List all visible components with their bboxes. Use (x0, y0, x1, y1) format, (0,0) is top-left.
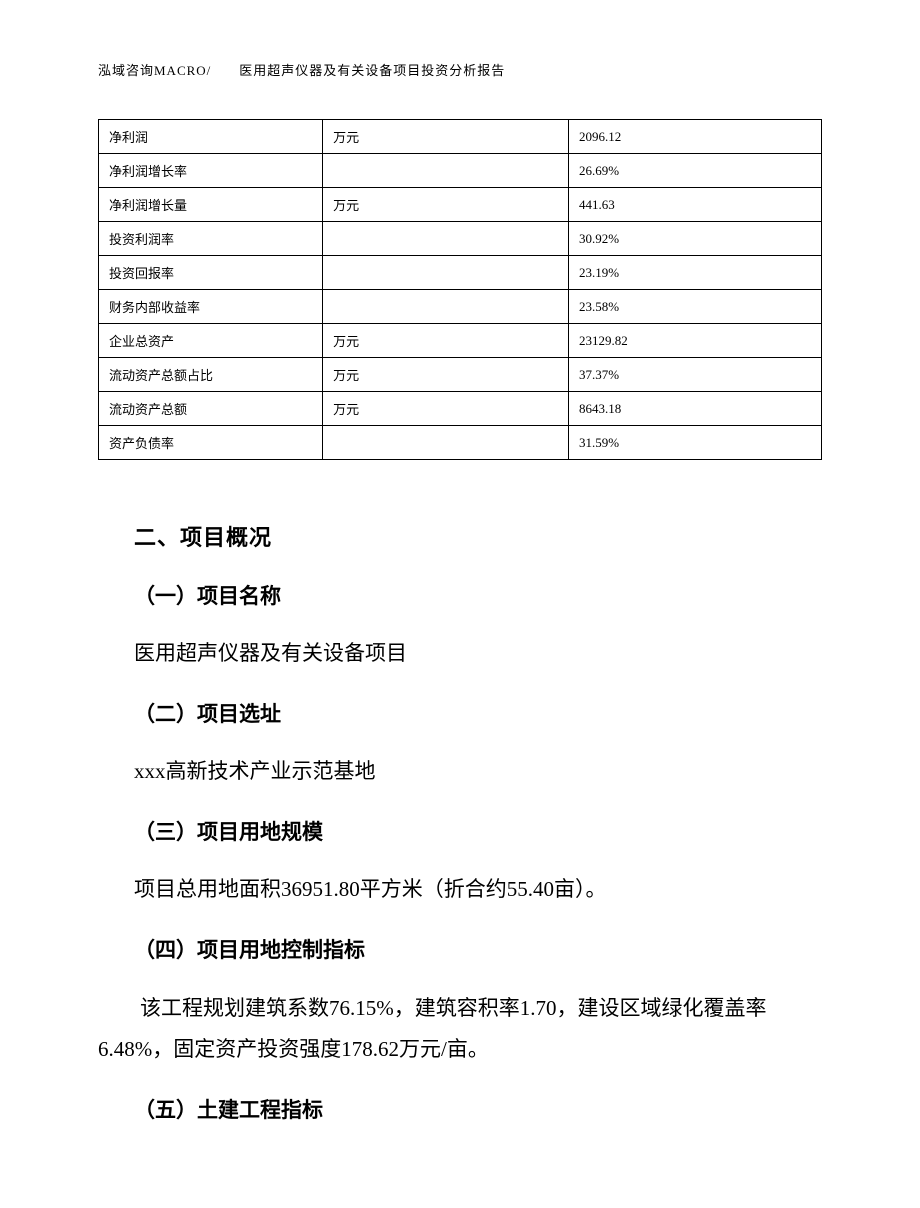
subsection-4-title: （四）项目用地控制指标 (134, 934, 822, 964)
cell-unit: 万元 (323, 120, 569, 154)
cell-value: 2096.12 (568, 120, 821, 154)
table-row: 流动资产总额占比 万元 37.37% (99, 358, 822, 392)
cell-label: 资产负债率 (99, 426, 323, 460)
cell-unit (323, 426, 569, 460)
table-row: 净利润增长量 万元 441.63 (99, 188, 822, 222)
subsection-2-title: （二）项目选址 (134, 698, 822, 728)
subsection-2-text: xxx高新技术产业示范基地 (134, 752, 822, 792)
table-body: 净利润 万元 2096.12 净利润增长率 26.69% 净利润增长量 万元 4… (99, 120, 822, 460)
subsection-3-title: （三）项目用地规模 (134, 816, 822, 846)
cell-unit (323, 290, 569, 324)
cell-value: 441.63 (568, 188, 821, 222)
cell-unit: 万元 (323, 358, 569, 392)
cell-value: 31.59% (568, 426, 821, 460)
cell-value: 37.37% (568, 358, 821, 392)
cell-value: 8643.18 (568, 392, 821, 426)
cell-unit: 万元 (323, 324, 569, 358)
cell-label: 投资回报率 (99, 256, 323, 290)
cell-value: 26.69% (568, 154, 821, 188)
cell-unit: 万元 (323, 392, 569, 426)
financial-indicators-table: 净利润 万元 2096.12 净利润增长率 26.69% 净利润增长量 万元 4… (98, 119, 822, 460)
table-row: 净利润 万元 2096.12 (99, 120, 822, 154)
table-row: 投资利润率 30.92% (99, 222, 822, 256)
table-row: 投资回报率 23.19% (99, 256, 822, 290)
subsection-1-text: 医用超声仪器及有关设备项目 (134, 634, 822, 674)
subsection-4-text: 该工程规划建筑系数76.15%，建筑容积率1.70，建设区域绿化覆盖率6.48%… (98, 988, 822, 1070)
table-row: 企业总资产 万元 23129.82 (99, 324, 822, 358)
cell-unit (323, 256, 569, 290)
document-page: 泓域咨询MACRO/ 医用超声仪器及有关设备项目投资分析报告 净利润 万元 20… (0, 0, 920, 1208)
table-row: 财务内部收益率 23.58% (99, 290, 822, 324)
cell-label: 财务内部收益率 (99, 290, 323, 324)
subsection-1-title: （一）项目名称 (134, 580, 822, 610)
cell-value: 23129.82 (568, 324, 821, 358)
cell-label: 净利润 (99, 120, 323, 154)
cell-value: 30.92% (568, 222, 821, 256)
subsection-3-text: 项目总用地面积36951.80平方米（折合约55.40亩）。 (134, 870, 822, 910)
document-content: 二、项目概况 （一）项目名称 医用超声仪器及有关设备项目 （二）项目选址 xxx… (98, 520, 822, 1124)
cell-unit: 万元 (323, 188, 569, 222)
cell-label: 净利润增长率 (99, 154, 323, 188)
subsection-5-title: （五）土建工程指标 (134, 1094, 822, 1124)
cell-unit (323, 222, 569, 256)
header-text: 泓域咨询MACRO/ 医用超声仪器及有关设备项目投资分析报告 (98, 63, 505, 78)
section-title: 二、项目概况 (134, 520, 822, 552)
page-header: 泓域咨询MACRO/ 医用超声仪器及有关设备项目投资分析报告 (98, 60, 822, 79)
cell-label: 投资利润率 (99, 222, 323, 256)
cell-label: 流动资产总额占比 (99, 358, 323, 392)
table-row: 资产负债率 31.59% (99, 426, 822, 460)
cell-label: 净利润增长量 (99, 188, 323, 222)
cell-value: 23.19% (568, 256, 821, 290)
cell-label: 企业总资产 (99, 324, 323, 358)
cell-value: 23.58% (568, 290, 821, 324)
table-row: 流动资产总额 万元 8643.18 (99, 392, 822, 426)
cell-label: 流动资产总额 (99, 392, 323, 426)
cell-unit (323, 154, 569, 188)
table-row: 净利润增长率 26.69% (99, 154, 822, 188)
